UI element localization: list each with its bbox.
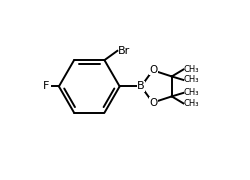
Text: CH₃: CH₃	[184, 88, 200, 97]
Text: O: O	[150, 98, 158, 108]
Text: CH₃: CH₃	[184, 75, 200, 84]
Text: O: O	[150, 65, 158, 75]
Text: Br: Br	[118, 46, 130, 56]
Text: B: B	[137, 81, 145, 91]
Text: F: F	[43, 81, 49, 91]
Text: CH₃: CH₃	[184, 65, 200, 74]
Text: CH₃: CH₃	[184, 99, 200, 108]
